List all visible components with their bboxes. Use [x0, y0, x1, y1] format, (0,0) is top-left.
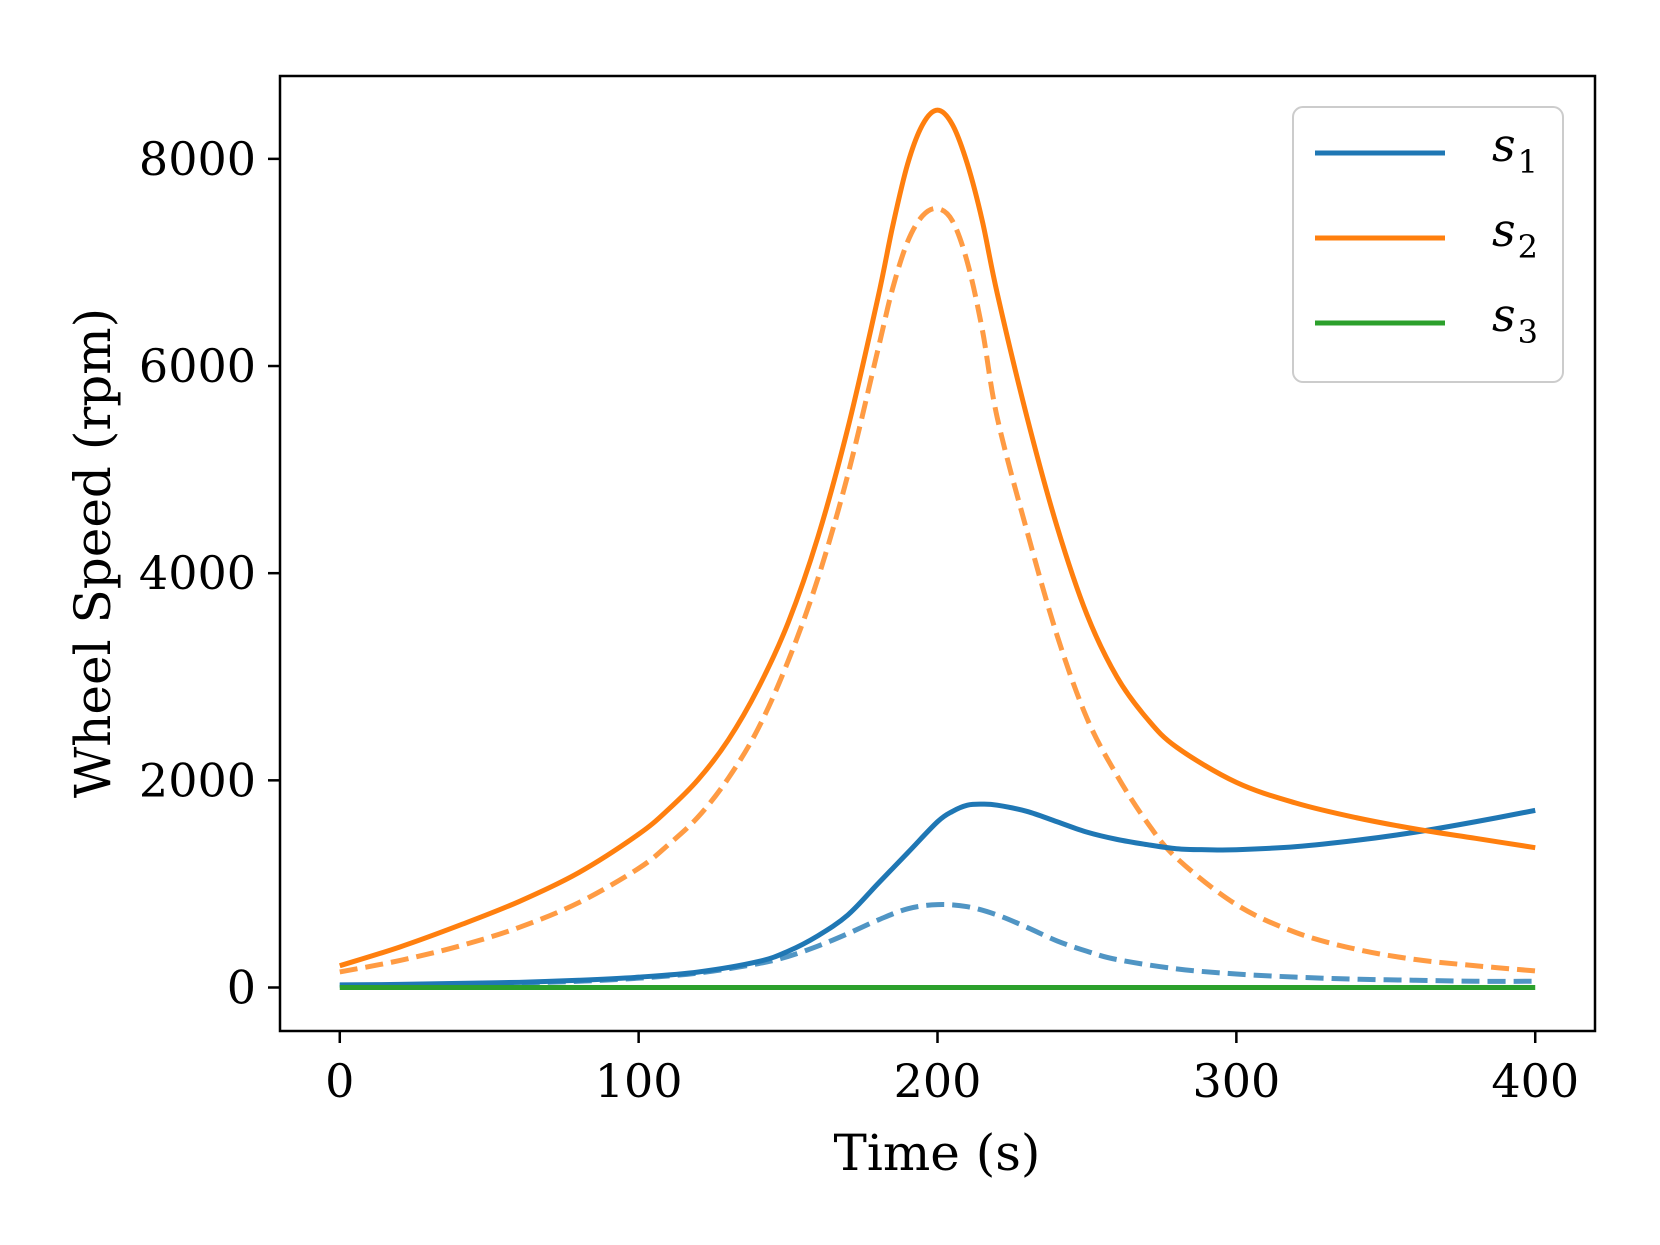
- x-axis-label: Time (s): [834, 1124, 1041, 1182]
- y-tick-label: 6000: [139, 339, 256, 393]
- legend-label-s3: s3: [1492, 288, 1538, 351]
- series-line-s1: [339, 801, 1536, 988]
- series-line-s2: [339, 107, 1536, 969]
- x-tick-label: 100: [595, 1054, 683, 1108]
- x-tick-label: 300: [1192, 1054, 1280, 1108]
- series-line-s1-dashed: [339, 902, 1536, 988]
- x-tick-label: 0: [325, 1054, 354, 1108]
- x-axis: 0 100 200 300 400: [325, 1031, 1579, 1108]
- series-layer: [339, 107, 1536, 991]
- legend-label-s2: s2: [1492, 203, 1538, 266]
- legend-label-s1: s1: [1492, 118, 1538, 181]
- legend: s1 s2 s3: [1292, 106, 1564, 383]
- x-tick-label: 200: [894, 1054, 982, 1108]
- x-tick-label: 400: [1491, 1054, 1579, 1108]
- y-tick-label: 0: [227, 960, 256, 1014]
- y-tick-label: 8000: [139, 132, 256, 186]
- y-tick-label: 2000: [139, 753, 256, 807]
- y-axis: 0 2000 4000 6000 8000: [139, 132, 280, 1014]
- series-line-s2-dashed: [339, 205, 1536, 975]
- legend-box: [1292, 106, 1564, 383]
- y-tick-label: 4000: [139, 546, 256, 600]
- y-axis-label: Wheel Speed (rpm): [64, 308, 122, 798]
